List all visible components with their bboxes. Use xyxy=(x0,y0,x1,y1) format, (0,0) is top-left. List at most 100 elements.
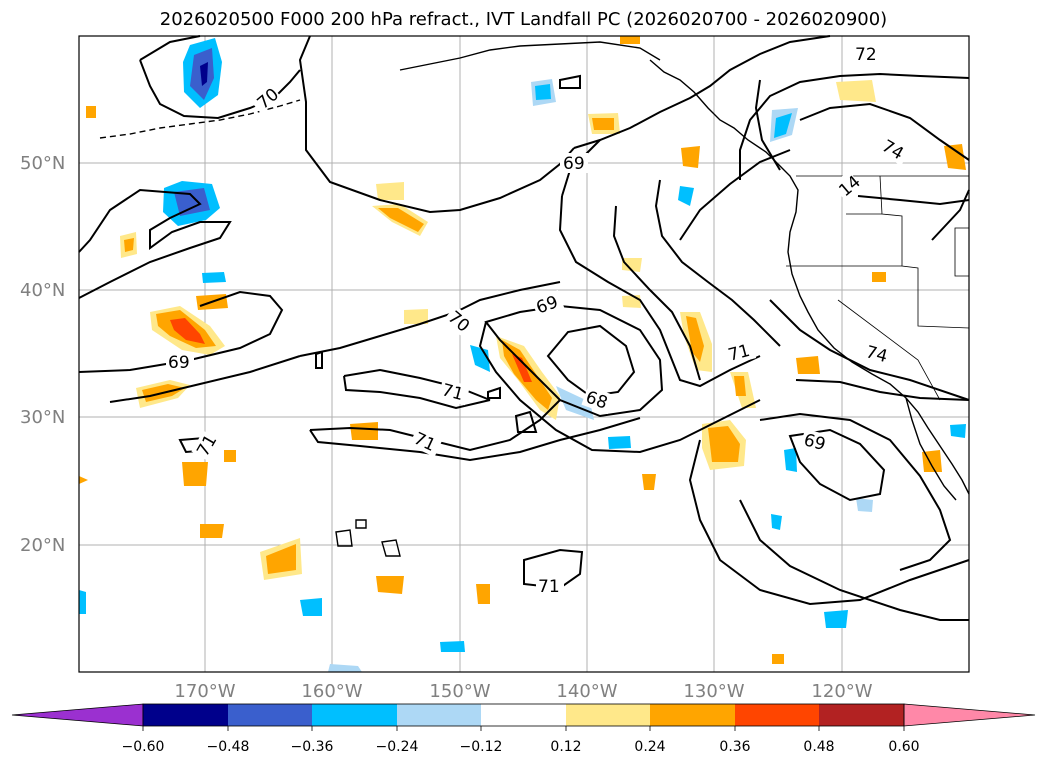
colorbar-tick-label: 0.60 xyxy=(888,739,919,755)
coastlines xyxy=(99,41,970,557)
label-backing xyxy=(861,340,895,368)
contour-line xyxy=(769,299,970,401)
colorbar-tick-label: 0.48 xyxy=(803,739,834,755)
anomaly-patch xyxy=(182,462,208,486)
contour-line xyxy=(78,290,284,373)
contour-line xyxy=(857,195,970,206)
contour-line xyxy=(754,79,781,171)
anomaly-patch xyxy=(266,544,296,574)
anomaly-patch xyxy=(872,272,886,282)
anomaly-patch xyxy=(944,144,966,170)
state-borders xyxy=(786,175,970,401)
contour-line xyxy=(309,399,561,452)
colorbar: −0.60 −0.48 −0.36 −0.24 −0.12 0.12 0.24 … xyxy=(11,703,1036,755)
anomaly-patch xyxy=(79,476,88,484)
anomaly-patch xyxy=(681,146,700,168)
colorbar-tick-label: −0.12 xyxy=(460,739,503,755)
anomaly-patch xyxy=(440,641,465,652)
contour-line xyxy=(688,439,970,606)
contour-label: 71 xyxy=(538,577,560,597)
contour-line xyxy=(559,74,581,89)
colorbar-frame xyxy=(142,703,905,727)
contour-line xyxy=(343,368,491,401)
contour-line xyxy=(109,355,301,403)
contour-line xyxy=(799,102,970,161)
coastline-north-america xyxy=(649,59,970,495)
label-backing xyxy=(437,378,471,406)
lat-label-50n: 50°N xyxy=(20,153,65,174)
label-backing xyxy=(442,305,478,339)
anomaly-patch xyxy=(622,295,641,308)
anomaly-patch xyxy=(774,113,792,138)
label-backing xyxy=(248,81,282,115)
anomaly-patch xyxy=(535,84,551,100)
contour-line xyxy=(654,179,781,347)
contour-label: 72 xyxy=(855,45,877,65)
coastline-alaska xyxy=(399,41,661,71)
colorbar-tick-label: −0.60 xyxy=(122,739,165,755)
contour-line xyxy=(309,417,641,462)
coastline-hawaii xyxy=(381,539,401,557)
contour-line xyxy=(558,195,761,388)
contour-line xyxy=(478,321,761,454)
anomaly-patch xyxy=(608,436,631,449)
coastline-baja xyxy=(905,397,957,501)
anomaly-patch xyxy=(200,62,208,86)
longitude-labels: 170°W 160°W 150°W 140°W 130°W 120°W xyxy=(174,681,872,702)
lon-label-120w: 120°W xyxy=(811,681,872,702)
anomaly-patch xyxy=(950,424,966,438)
colorbar-segment xyxy=(397,704,481,726)
lon-label-150w: 150°W xyxy=(429,681,490,702)
label-backing xyxy=(723,338,757,366)
contour-line xyxy=(795,379,970,401)
contour-line xyxy=(487,386,501,399)
anomaly-patch xyxy=(376,576,404,594)
gridlines xyxy=(79,36,969,672)
lon-label-160w: 160°W xyxy=(301,681,362,702)
colorbar-segment xyxy=(312,704,397,726)
anomaly-patch xyxy=(642,474,656,490)
anomaly-patch xyxy=(328,664,362,672)
anomaly-patch xyxy=(376,182,404,200)
anomaly-patch xyxy=(202,272,226,283)
contour-line xyxy=(759,412,952,571)
label-backing xyxy=(166,352,194,372)
coastline-aleutians xyxy=(99,99,301,139)
colorbar-ticks: −0.60 −0.48 −0.36 −0.24 −0.12 0.12 0.24 … xyxy=(122,739,920,755)
contour-line xyxy=(739,72,970,180)
latitude-labels: 50°N 40°N 30°N 20°N xyxy=(20,153,65,556)
contour-label: 69 xyxy=(168,353,190,373)
anomaly-patch xyxy=(86,106,96,118)
contour-line xyxy=(139,35,201,61)
contour-line xyxy=(78,188,232,299)
colorbar-tick-label: −0.48 xyxy=(207,739,250,755)
colorbar-segment xyxy=(566,704,650,726)
coastline-hawaii xyxy=(335,529,353,547)
contour-line xyxy=(139,59,301,120)
anomaly-patch xyxy=(771,514,782,530)
anomaly-patch xyxy=(200,524,224,538)
anomaly-patch xyxy=(734,376,746,396)
contour-line xyxy=(612,205,701,381)
anomaly-patch xyxy=(678,186,694,206)
anomaly-patch xyxy=(404,309,428,324)
colorbar-segment xyxy=(650,704,735,726)
anomaly-patch xyxy=(174,188,210,216)
label-backing xyxy=(852,44,880,64)
label-backing xyxy=(831,170,862,201)
lon-label-170w: 170°W xyxy=(174,681,235,702)
label-backing xyxy=(531,289,565,319)
anomaly-patch xyxy=(470,345,490,372)
label-backing xyxy=(560,153,588,173)
lon-label-130w: 130°W xyxy=(683,681,744,702)
contour-lines xyxy=(78,35,970,621)
anomaly-patch xyxy=(512,354,532,382)
anomaly-patch xyxy=(824,610,848,628)
contour-line xyxy=(315,350,323,369)
anomaly-patch xyxy=(170,318,205,344)
anomaly-patch xyxy=(686,316,704,362)
anomaly-patch xyxy=(620,36,640,44)
anomaly-patch xyxy=(124,238,134,252)
label-backing xyxy=(409,427,443,457)
contour-line xyxy=(523,548,584,590)
